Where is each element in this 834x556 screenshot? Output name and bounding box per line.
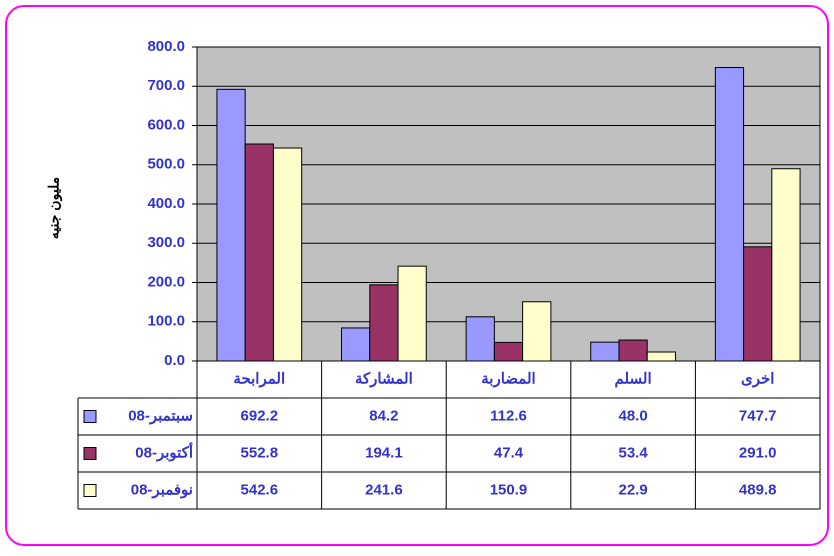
data-label: 542.6 (241, 481, 279, 498)
y-tick-label: 600.0 (147, 116, 185, 133)
y-tick-label: 400.0 (147, 195, 185, 212)
legend-swatch (83, 484, 97, 497)
data-label: 692.2 (241, 407, 279, 424)
y-axis-label: مليون جنيه (46, 177, 63, 239)
data-label: 53.4 (618, 444, 648, 461)
bar (618, 339, 648, 362)
data-label: 150.9 (490, 481, 528, 498)
data-label: 291.0 (739, 444, 777, 461)
bar (216, 88, 246, 362)
bar (244, 143, 274, 362)
bar (771, 168, 801, 362)
y-tick-label: 200.0 (147, 273, 185, 290)
x-tick-label: اخرى (741, 370, 774, 387)
legend-label: سبتمبر-08 (128, 407, 193, 424)
legend-label: أكتوبر-08 (135, 441, 193, 461)
y-tick-label: 0.0 (164, 352, 185, 369)
data-label: 48.0 (618, 407, 647, 424)
bar (590, 341, 620, 362)
legend-swatch (83, 410, 97, 423)
bar (493, 341, 524, 362)
data-label: 112.6 (490, 407, 527, 424)
bar (522, 301, 552, 362)
data-label: 489.8 (739, 481, 777, 498)
x-tick-label: السلم (615, 370, 652, 387)
bar (369, 284, 399, 362)
bar (272, 147, 303, 362)
x-tick-label: المضاربة (481, 370, 535, 387)
bar (465, 316, 495, 362)
x-tick-label: المشاركة (355, 370, 413, 387)
legend-label: نوفمبر-08 (131, 481, 193, 498)
data-label: 241.6 (365, 481, 403, 498)
y-tick-label: 500.0 (147, 156, 185, 173)
data-label: 747.7 (739, 407, 777, 424)
bar (341, 327, 371, 362)
bar (397, 265, 427, 362)
data-label: 47.4 (494, 444, 524, 461)
bar (743, 246, 773, 362)
y-tick-label: 300.0 (147, 234, 185, 251)
bar (714, 67, 745, 362)
data-label: 84.2 (369, 407, 398, 424)
data-label: 22.9 (618, 481, 647, 498)
x-tick-label: المرابحة (233, 370, 285, 387)
y-tick-label: 800.0 (147, 38, 185, 55)
y-tick-label: 100.0 (147, 313, 185, 330)
bar (646, 351, 676, 362)
data-label: 194.1 (365, 444, 403, 461)
legend-swatch (83, 447, 97, 460)
y-tick-label: 700.0 (147, 77, 185, 94)
data-label: 552.8 (241, 444, 279, 461)
